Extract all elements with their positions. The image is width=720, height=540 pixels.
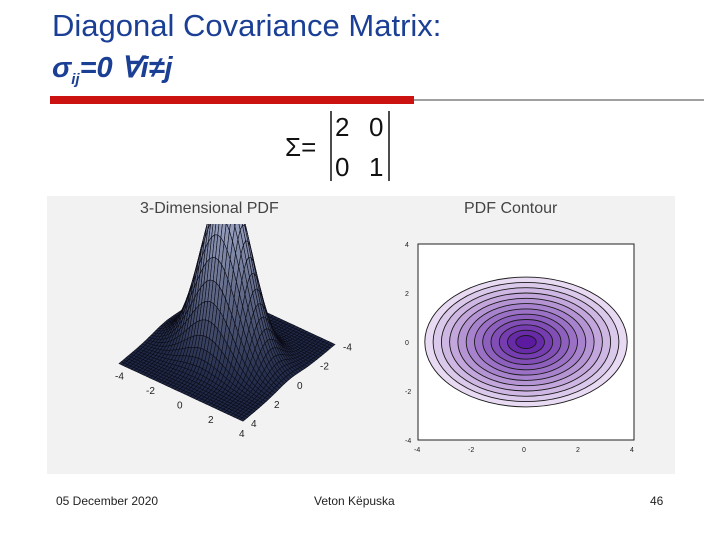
contour-y-tick-label: -4 xyxy=(405,438,411,445)
matrix-symbol: Σ= xyxy=(285,132,316,162)
title-accent-rule xyxy=(50,96,414,104)
matrix-cell: 0 xyxy=(335,152,349,182)
surface-plot: -4 -2 0 2 4 -4 -2 0 2 4 xyxy=(115,224,352,440)
matrix-cell: 0 xyxy=(369,112,383,142)
contour-ticks: -4 -2 0 2 4 -4 -2 0 2 4 xyxy=(405,242,634,454)
contour-level xyxy=(515,335,537,349)
formula-rest: =0 ∀i≠j xyxy=(79,52,173,84)
footer-author: Veton Këpuska xyxy=(314,494,395,508)
sigma-subscript: ij xyxy=(71,70,80,88)
covariance-matrix: Σ= 2 0 0 1 xyxy=(285,111,390,182)
contour-x-tick-label: 2 xyxy=(576,447,580,454)
sigma-symbol: σ xyxy=(52,52,72,84)
surface-ticks: -4 -2 0 2 4 -4 -2 0 2 4 xyxy=(115,342,352,440)
surface-mesh xyxy=(118,224,336,422)
surface-x-tick-label: 4 xyxy=(239,429,245,440)
surface-y-tick-label: 4 xyxy=(251,419,257,430)
left-plot-title: 3-Dimensional PDF xyxy=(140,200,279,217)
surface-y-tick-label: 2 xyxy=(274,400,280,411)
slide-subtitle-formula: σij=0 ∀i≠j xyxy=(52,50,173,88)
contour-x-tick-label: -4 xyxy=(414,447,420,454)
footer-page-number: 46 xyxy=(650,494,664,508)
matrix-cell: 1 xyxy=(369,152,383,182)
surface-x-tick-label: -2 xyxy=(146,386,155,397)
surface-cell xyxy=(239,417,246,422)
surface-x-tick-label: -4 xyxy=(115,372,124,383)
contour-plot: -4 -2 0 2 4 -4 -2 0 2 4 xyxy=(405,242,635,454)
matrix-cell: 2 xyxy=(335,112,349,142)
contour-y-tick-label: -2 xyxy=(405,389,411,396)
pdf-figure: 3-Dimensional PDF PDF Contour -4 -2 0 2 4 -4-… xyxy=(47,196,675,474)
surface-x-tick-label: 0 xyxy=(177,400,183,411)
contour-x-tick-label: 4 xyxy=(630,447,634,454)
footer-date: 05 December 2020 xyxy=(56,494,159,508)
surface-y-tick-label: -2 xyxy=(320,362,329,373)
surface-y-tick-label: 0 xyxy=(297,381,303,392)
slide-title: Diagonal Covariance Matrix: xyxy=(52,8,442,43)
contour-rings xyxy=(424,276,628,408)
right-plot-title: PDF Contour xyxy=(464,200,558,217)
surface-x-tick-label: 2 xyxy=(208,415,214,426)
contour-y-tick-label: 2 xyxy=(405,291,409,298)
contour-x-tick-label: -2 xyxy=(468,447,474,454)
contour-x-tick-label: 0 xyxy=(522,447,526,454)
contour-y-tick-label: 0 xyxy=(405,340,409,347)
title-divider-rule xyxy=(414,99,704,101)
contour-y-tick-label: 4 xyxy=(405,242,409,249)
surface-y-tick-label: -4 xyxy=(343,342,352,353)
